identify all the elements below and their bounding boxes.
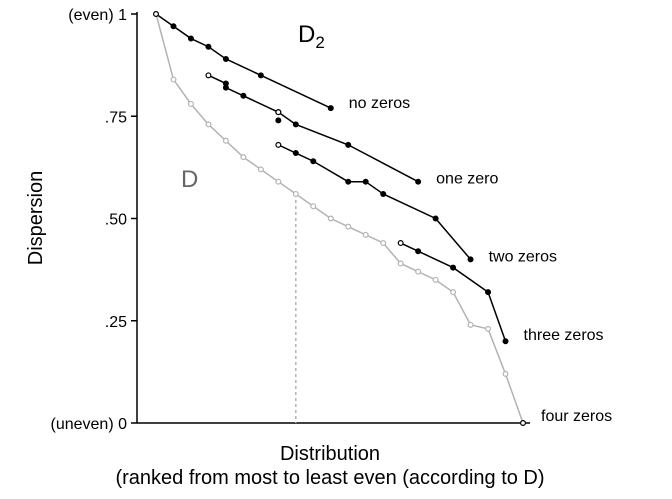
series-label-four-zeros: four zeros: [541, 408, 612, 425]
d2-label-text: D: [298, 21, 315, 48]
d2-metric-label: D2: [298, 21, 325, 52]
series-line-d: [155, 13, 524, 424]
data-point: [292, 190, 299, 197]
data-point: [432, 215, 439, 222]
y-ticks: (uneven) 0 .25 .50 .75 (even) 1: [51, 7, 137, 433]
series-label-two-zeros: two zeros: [489, 248, 557, 265]
x-axis-title: Distribution: [280, 443, 380, 465]
data-point: [310, 158, 317, 165]
x-axis-subtitle: (ranked from most to least even (accordi…: [115, 467, 544, 489]
data-point: [380, 190, 387, 197]
data-point: [205, 72, 212, 79]
data-point: [170, 76, 177, 83]
d-metric-label: D: [181, 166, 198, 193]
data-point: [205, 121, 212, 128]
data-point: [275, 117, 282, 124]
data-point: [170, 23, 177, 30]
data-point: [432, 276, 439, 283]
data-point: [450, 289, 457, 296]
data-point: [205, 43, 212, 50]
data-point: [380, 240, 387, 247]
y-axis-title: Dispersion: [25, 171, 47, 265]
data-point: [467, 256, 474, 263]
data-point: [257, 72, 264, 79]
series-line-one-zero: [208, 74, 419, 183]
data-point: [153, 11, 160, 18]
data-point: [275, 109, 282, 116]
data-point: [415, 178, 422, 185]
y-tick-label: .75: [105, 109, 127, 126]
y-tick-label: (uneven) 0: [51, 416, 128, 433]
series-points: [153, 11, 526, 427]
data-point: [362, 178, 369, 185]
data-point: [327, 215, 334, 222]
series-label-three-zeros: three zeros: [524, 327, 604, 344]
data-point: [222, 137, 229, 144]
y-tick-label: .50: [105, 212, 127, 229]
data-point: [502, 338, 509, 345]
y-tick-label: (even) 1: [68, 7, 127, 24]
data-point: [275, 141, 282, 148]
y-tick-label: .25: [105, 314, 127, 331]
data-point: [292, 121, 299, 128]
data-point: [485, 289, 492, 296]
data-point: [275, 178, 282, 185]
data-point: [362, 231, 369, 238]
series-line-two-zeros: [278, 144, 472, 260]
data-point: [415, 248, 422, 255]
data-point: [502, 370, 509, 377]
data-point: [240, 92, 247, 99]
data-point: [292, 150, 299, 157]
data-point: [397, 240, 404, 247]
data-point: [240, 154, 247, 161]
data-point: [485, 325, 492, 332]
data-point: [397, 260, 404, 267]
data-point: [450, 264, 457, 271]
data-point: [327, 105, 334, 112]
data-point: [345, 141, 352, 148]
data-point: [345, 223, 352, 230]
data-point: [222, 55, 229, 62]
data-point: [467, 321, 474, 328]
data-point: [310, 203, 317, 210]
data-point: [187, 100, 194, 107]
d2-label-subscript: 2: [315, 33, 324, 52]
series-label-no-zeros: no zeros: [349, 95, 410, 112]
data-point: [519, 420, 526, 427]
data-point: [222, 84, 229, 91]
series-label-one-zero: one zero: [436, 171, 498, 188]
series-labels: no zeros one zero two zeros three zeros four…: [349, 95, 612, 425]
data-point: [415, 268, 422, 275]
data-point: [257, 166, 264, 173]
data-point: [187, 35, 194, 42]
data-point: [345, 178, 352, 185]
